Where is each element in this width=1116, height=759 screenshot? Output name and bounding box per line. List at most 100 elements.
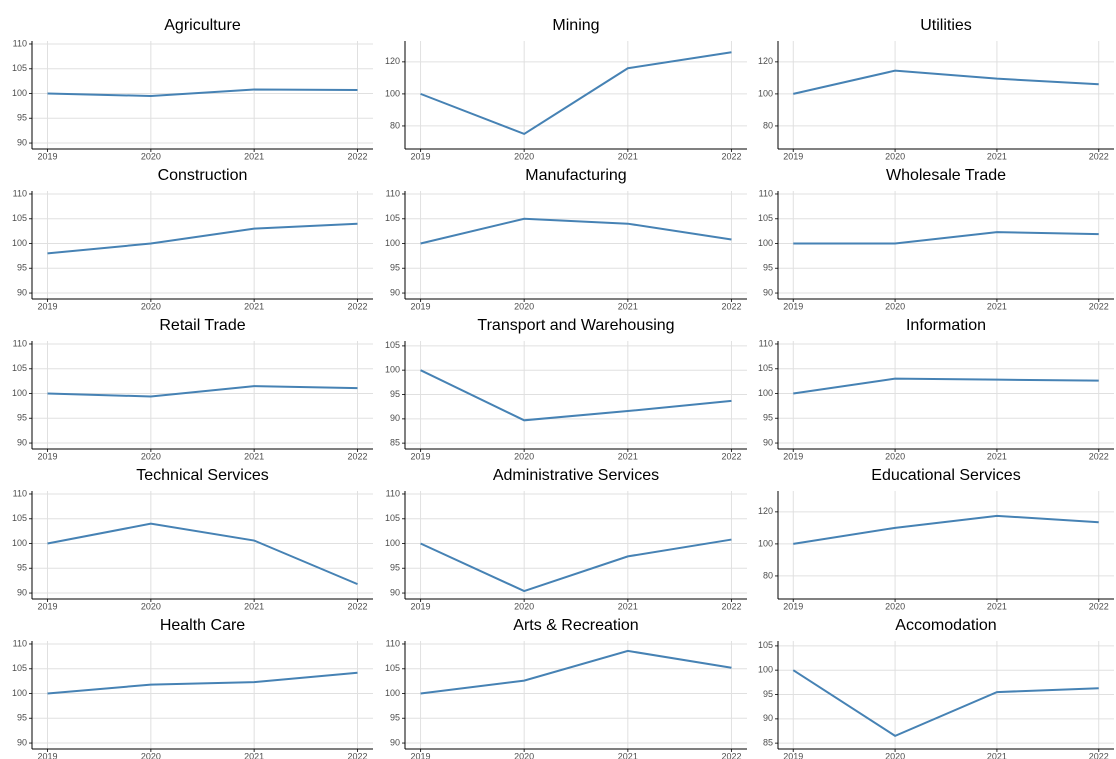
y-tick-label: 95 [17, 263, 27, 273]
x-tick-label: 2020 [141, 301, 161, 311]
x-tick-label: 2019 [411, 751, 431, 759]
y-tick-label: 110 [13, 188, 27, 198]
x-tick-label: 2019 [411, 151, 431, 161]
x-tick-label: 2021 [987, 451, 1007, 461]
x-tick-label: 2021 [618, 601, 638, 611]
data-line [793, 377, 1099, 395]
y-tick-label: 95 [763, 689, 773, 699]
y-tick-label: 100 [385, 538, 400, 548]
y-tick-label: 95 [763, 263, 773, 273]
y-tick-label: 105 [385, 340, 400, 350]
y-tick-label: 105 [385, 663, 400, 673]
data-line [420, 538, 732, 593]
x-tick-label: 2021 [244, 601, 264, 611]
y-tick-label: 105 [758, 640, 773, 650]
x-tick-label: 2021 [618, 451, 638, 461]
y-tick-label: 90 [390, 587, 400, 597]
x-tick-label: 2019 [783, 451, 803, 461]
panel-title: Information [906, 317, 986, 334]
y-tick-label: 120 [385, 56, 400, 66]
y-tick-label: 100 [385, 365, 400, 375]
y-tick-label: 90 [17, 437, 27, 447]
panel-title: Educational Services [871, 467, 1020, 484]
x-tick-label: 2020 [141, 151, 161, 161]
y-tick-label: 100 [12, 88, 27, 98]
y-tick-label: 105 [12, 663, 27, 673]
x-tick-label: 2020 [885, 451, 905, 461]
data-line [47, 88, 358, 97]
y-tick-label: 90 [390, 287, 400, 297]
panel-title: Accomodation [895, 617, 996, 634]
y-tick-label: 90 [17, 737, 27, 747]
y-tick-label: 100 [758, 238, 773, 248]
y-tick-label: 105 [12, 363, 27, 373]
y-tick-label: 100 [758, 388, 773, 398]
data-line [793, 231, 1099, 245]
data-line [420, 51, 732, 136]
y-tick-label: 95 [390, 389, 400, 399]
y-tick-label: 100 [758, 665, 773, 675]
y-tick-label: 95 [17, 563, 27, 573]
panel-title: Construction [158, 167, 248, 184]
y-tick-label: 110 [386, 188, 400, 198]
x-tick-label: 2022 [347, 601, 367, 611]
y-tick-label: 110 [759, 188, 773, 198]
y-tick-label: 105 [12, 213, 27, 223]
x-tick-label: 2022 [721, 451, 741, 461]
y-tick-label: 90 [763, 437, 773, 447]
data-line [793, 514, 1099, 545]
x-tick-label: 2021 [244, 301, 264, 311]
data-line [420, 217, 732, 245]
y-tick-label: 90 [17, 137, 27, 147]
x-tick-label: 2020 [514, 151, 534, 161]
x-tick-label: 2019 [37, 451, 57, 461]
x-tick-label: 2020 [514, 601, 534, 611]
x-tick-label: 2021 [987, 151, 1007, 161]
x-tick-label: 2020 [885, 151, 905, 161]
x-tick-label: 2021 [618, 301, 638, 311]
x-tick-label: 2019 [783, 751, 803, 759]
y-tick-label: 100 [12, 688, 27, 698]
x-tick-label: 2020 [885, 601, 905, 611]
x-tick-label: 2019 [37, 601, 57, 611]
x-tick-label: 2021 [618, 151, 638, 161]
x-tick-label: 2020 [141, 451, 161, 461]
y-tick-label: 105 [385, 213, 400, 223]
panel-title: Manufacturing [525, 167, 626, 184]
y-tick-label: 105 [12, 513, 27, 523]
y-tick-label: 95 [17, 713, 27, 723]
x-tick-label: 2019 [783, 151, 803, 161]
x-tick-label: 2019 [411, 451, 431, 461]
y-tick-label: 105 [758, 213, 773, 223]
panel-title: Technical Services [136, 467, 269, 484]
panel-title: Administrative Services [493, 467, 659, 484]
y-tick-label: 100 [758, 88, 773, 98]
data-line [420, 649, 732, 695]
x-tick-label: 2019 [783, 301, 803, 311]
y-tick-label: 110 [13, 38, 27, 48]
x-tick-label: 2021 [244, 451, 264, 461]
y-tick-label: 110 [13, 638, 27, 648]
data-line [792, 669, 1099, 737]
y-tick-label: 110 [13, 338, 27, 348]
y-tick-label: 100 [12, 538, 27, 548]
panel-title: Utilities [920, 17, 972, 34]
x-tick-label: 2021 [987, 751, 1007, 759]
y-tick-label: 105 [758, 363, 773, 373]
x-tick-label: 2020 [514, 751, 534, 759]
x-tick-label: 2019 [37, 751, 57, 759]
x-tick-label: 2022 [347, 451, 367, 461]
y-tick-label: 110 [386, 638, 400, 648]
x-tick-label: 2021 [244, 751, 264, 759]
y-tick-label: 120 [758, 56, 773, 66]
y-tick-label: 95 [763, 413, 773, 423]
x-tick-label: 2019 [37, 301, 57, 311]
y-tick-label: 100 [385, 88, 400, 98]
x-tick-label: 2021 [987, 601, 1007, 611]
y-tick-label: 95 [17, 413, 27, 423]
y-tick-label: 85 [390, 438, 400, 448]
y-tick-label: 80 [763, 570, 773, 580]
x-tick-label: 2022 [1089, 601, 1109, 611]
